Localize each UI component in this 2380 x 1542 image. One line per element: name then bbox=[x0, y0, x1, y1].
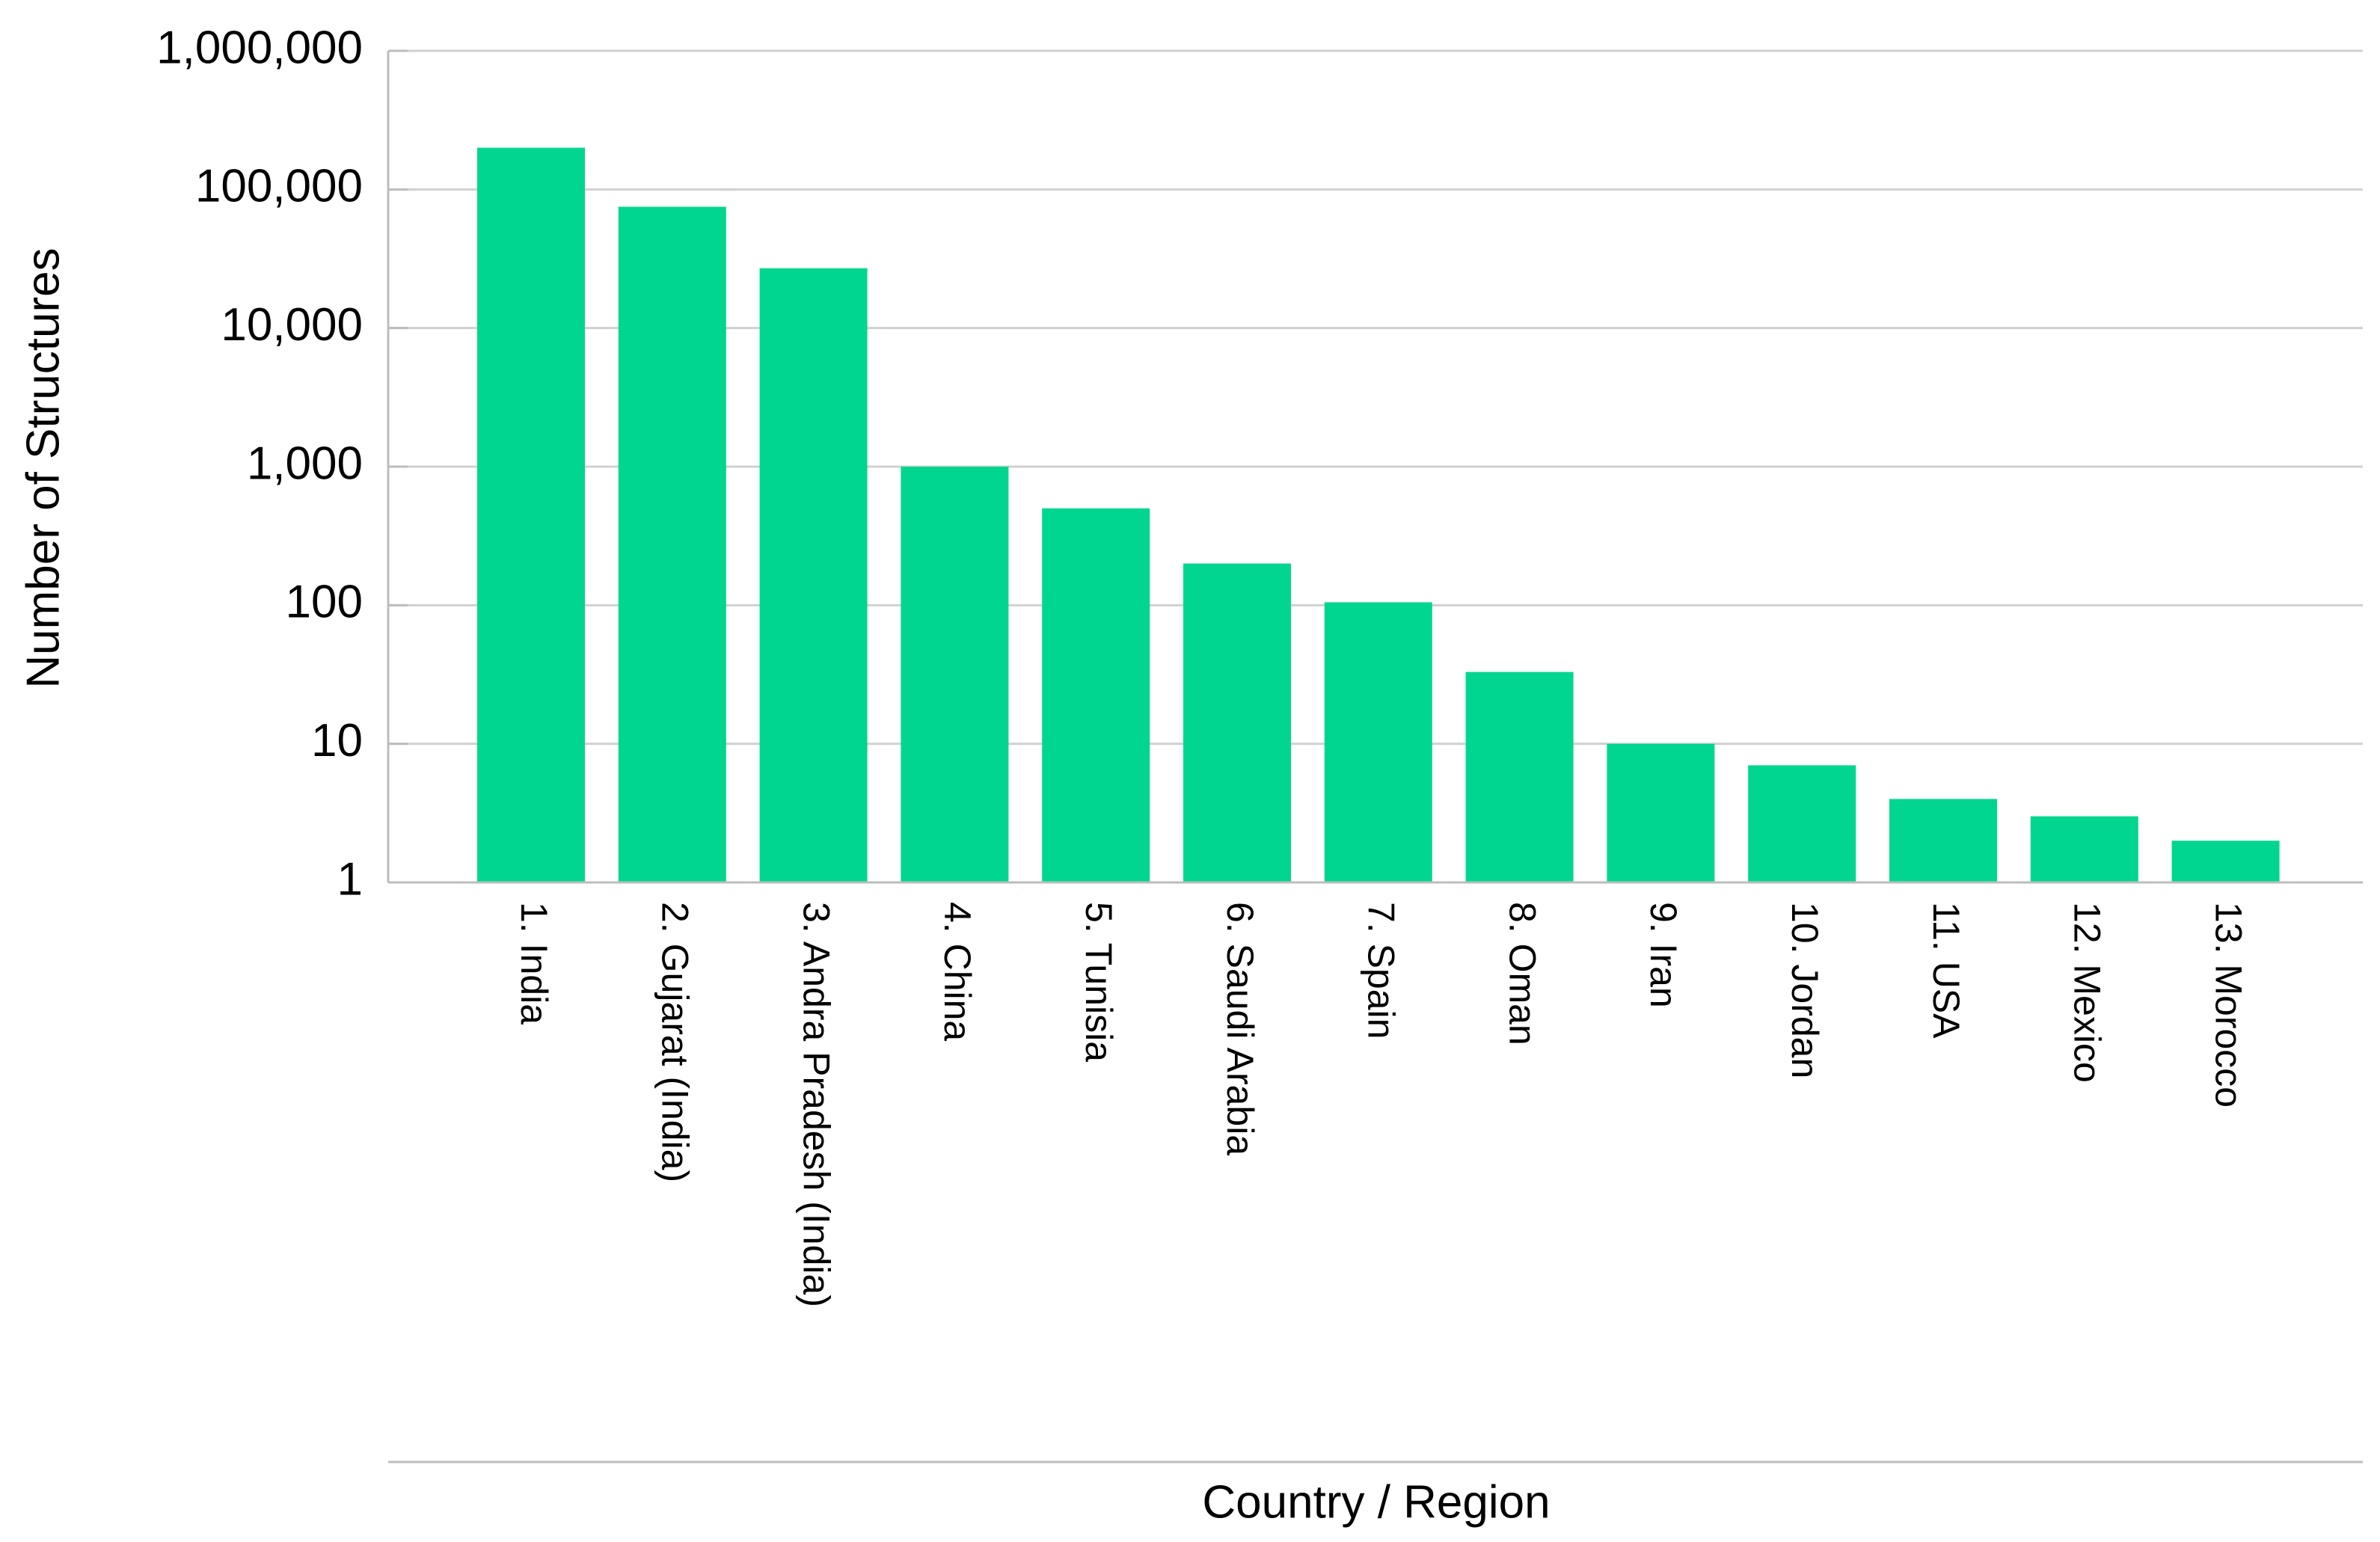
x-tick-label: 10. Jordan bbox=[1784, 902, 1826, 1078]
bar bbox=[1889, 799, 1997, 882]
bar bbox=[901, 467, 1009, 882]
y-tick-label: 1 bbox=[337, 853, 363, 905]
x-axis-title: Country / Region bbox=[1202, 1476, 1550, 1528]
bar bbox=[1607, 743, 1715, 882]
y-tick-label: 10,000 bbox=[221, 299, 363, 351]
y-tick-label: 1,000,000 bbox=[156, 22, 363, 73]
y-tick-label: 10 bbox=[311, 715, 363, 767]
x-tick-label: 8. Oman bbox=[1501, 902, 1543, 1045]
x-tick-label: 11. USA bbox=[1925, 902, 1967, 1039]
y-tick-label: 100 bbox=[286, 577, 363, 628]
bar bbox=[618, 206, 726, 882]
x-tick-label: 6. Saudi Arabia bbox=[1219, 902, 1261, 1155]
x-tick-label: 2. Gujarat (India) bbox=[654, 902, 696, 1182]
bar bbox=[1324, 602, 1432, 882]
bar bbox=[759, 268, 868, 882]
y-tick-label: 1,000 bbox=[247, 437, 363, 489]
x-tick-label: 7. Spain bbox=[1361, 902, 1402, 1039]
x-tick-label: 1. India bbox=[513, 902, 555, 1025]
x-tick-label: 9. Iran bbox=[1643, 902, 1684, 1008]
x-tick-label: 3. Andra Pradesh (India) bbox=[795, 902, 837, 1307]
x-tick-label: 4. China bbox=[936, 902, 978, 1041]
bar bbox=[1183, 563, 1291, 882]
bar bbox=[2030, 816, 2138, 882]
bar bbox=[2171, 841, 2280, 882]
x-tick-label: 5. Tunisia bbox=[1078, 902, 1120, 1062]
y-tick-label: 100,000 bbox=[195, 161, 363, 212]
bar bbox=[1748, 765, 1856, 882]
bar bbox=[1465, 672, 1574, 882]
bar bbox=[477, 147, 585, 883]
bar bbox=[1042, 508, 1150, 882]
x-tick-label: 12. Mexico bbox=[2067, 902, 2108, 1083]
y-axis-title: Number of Structures bbox=[17, 248, 69, 688]
x-tick-label: 13. Morocco bbox=[2207, 902, 2249, 1108]
